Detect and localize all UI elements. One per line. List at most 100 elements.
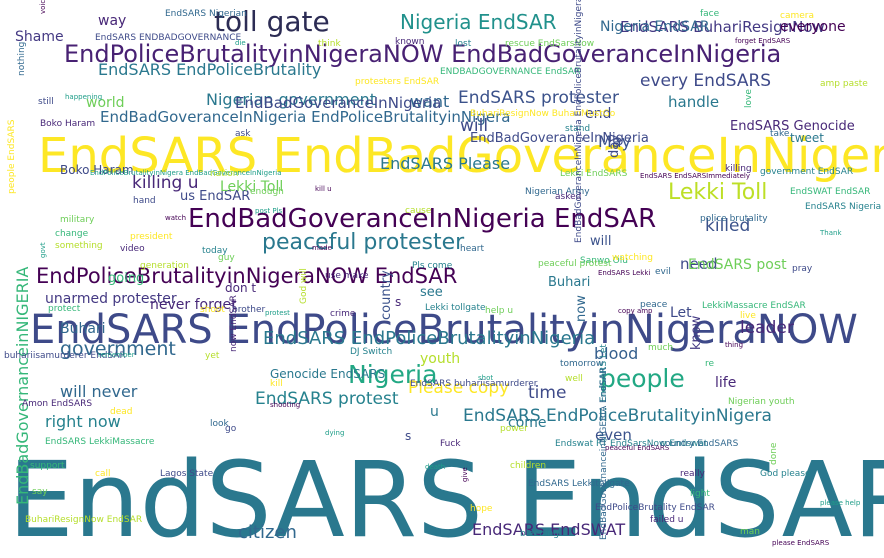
word: Nigeria EndSAR xyxy=(400,10,557,34)
small-word: shoot xyxy=(200,305,225,315)
word: going xyxy=(108,271,145,286)
small-word: peace xyxy=(640,300,668,310)
small-word: nothing xyxy=(17,41,27,76)
small-word: government EndSAR xyxy=(760,167,854,177)
small-word: much xyxy=(648,343,674,353)
small-word: still xyxy=(38,97,54,107)
small-word: LekkiMassacre EndSAR xyxy=(702,301,806,311)
small-word: failed u xyxy=(650,515,684,525)
small-word: made xyxy=(312,244,332,252)
small-word: remember xyxy=(98,351,135,359)
small-word: EndSARS ENDBADGOVERNANCE xyxy=(95,33,242,43)
word: Let xyxy=(670,305,692,321)
word: right now xyxy=(45,412,121,431)
small-word: something xyxy=(55,241,103,251)
word: EndSARS protest xyxy=(255,389,399,409)
small-word: please EndSARS xyxy=(772,539,830,547)
small-word: lost xyxy=(455,39,472,49)
small-word: EndBadGoveranceInNigeria EndPoliceBrutal… xyxy=(574,0,584,243)
word: don t xyxy=(225,281,257,295)
word: EndSARS BuhariResignNow xyxy=(620,18,825,36)
word: everyone xyxy=(780,19,846,35)
small-word: stand xyxy=(565,124,591,134)
small-word: ask xyxy=(235,129,251,139)
small-word: Amon EndSARS xyxy=(22,399,93,409)
small-word: heart xyxy=(460,244,484,254)
small-word: watching xyxy=(612,253,653,263)
small-word: govt xyxy=(39,242,47,258)
word: Nigerian government xyxy=(206,90,377,109)
word: EndSARS EndPoliceBrutality xyxy=(98,60,322,79)
word: Lekki Toll xyxy=(220,179,284,195)
small-word: take xyxy=(770,129,790,139)
word: EndBadGoveranceInNigeria xyxy=(235,94,442,112)
small-word: Lekki EndSARS xyxy=(560,169,628,179)
small-word: amp paste xyxy=(820,79,868,89)
word: EndBadGoveranceInNigeria EndPoliceBrutal… xyxy=(100,108,511,126)
small-word: hope xyxy=(470,504,493,514)
small-word: protesters EndSAR xyxy=(355,77,440,87)
small-word: EndSARS Lekkitollgate xyxy=(528,479,630,489)
small-word: support xyxy=(30,461,65,471)
small-word: known xyxy=(395,37,425,47)
word: peaceful protester xyxy=(262,230,465,255)
word: EndSARS EndSAR xyxy=(8,439,884,558)
small-word: happening xyxy=(65,93,103,101)
small-word: EndSARS Nigeria xyxy=(805,202,882,212)
small-word: shot xyxy=(478,374,494,382)
word: every EndSARS xyxy=(640,71,772,91)
small-word: post Pls xyxy=(255,207,283,215)
word: EndPoliceBrutalityinNigeraNOW EndBadGove… xyxy=(64,40,782,68)
small-word: live xyxy=(740,311,756,321)
small-word: people EndSARS xyxy=(7,119,17,194)
word: Buhari xyxy=(60,321,106,337)
word: Nigeria EndSAR xyxy=(600,19,710,35)
word: country xyxy=(379,270,394,320)
small-word: say xyxy=(32,487,48,497)
small-word: peaceful protest xyxy=(538,259,612,269)
small-word: voice xyxy=(39,0,47,14)
small-word: pray xyxy=(792,264,813,274)
word: leader xyxy=(740,318,794,338)
small-word: Lekki tollgate xyxy=(425,303,486,313)
small-word: call xyxy=(95,469,111,479)
small-word: DJ Switch xyxy=(350,347,393,357)
small-word: EndBadGovernanceinNIGERIA EndSAR xyxy=(599,367,609,540)
small-word: please help xyxy=(820,499,861,507)
small-word: look xyxy=(210,419,229,429)
small-word: bleeding xyxy=(520,529,559,539)
small-word: Lagos State xyxy=(160,469,214,479)
small-word: kill xyxy=(270,379,283,389)
small-word: watch xyxy=(165,214,187,222)
small-word: give xyxy=(461,467,469,482)
small-word: brother xyxy=(232,305,266,315)
word: now xyxy=(574,295,589,322)
word: toll gate xyxy=(214,5,330,38)
small-word: BuhariResignNow EndSAR xyxy=(25,515,143,525)
word: EndSARS post xyxy=(688,257,787,273)
small-word: EndSARS Lekki xyxy=(598,269,651,277)
word: unarmed protester xyxy=(45,291,177,307)
small-word: Endswat RT EndSarsNow Endswat xyxy=(555,439,708,449)
small-word: really xyxy=(680,469,705,479)
small-word: help u xyxy=(485,306,514,316)
small-word: done xyxy=(769,442,779,465)
small-word: video xyxy=(120,244,145,254)
word: Nigeria xyxy=(348,360,438,389)
small-word: kill u xyxy=(315,185,332,193)
small-word: asked xyxy=(555,192,582,202)
small-word: man xyxy=(740,527,760,537)
small-word: yet xyxy=(205,351,220,361)
small-word: EndSARS LekkiMassacre xyxy=(45,437,155,447)
small-word: EndSWAT EndSAR xyxy=(790,187,871,197)
small-word: buhariisamurderer EndSAR xyxy=(4,351,126,361)
small-word: Thank xyxy=(820,229,842,237)
word: EndBadGoveranceInNigeria EndSAR xyxy=(188,204,657,234)
word: EndSARS EndPoliceBrutalityinNigera xyxy=(463,406,772,426)
word: s xyxy=(395,295,402,309)
word: see xyxy=(420,285,443,300)
small-word: nation xyxy=(210,169,239,179)
word: life xyxy=(715,375,737,391)
small-word: enough xyxy=(250,187,284,197)
small-word: shooting xyxy=(270,401,301,409)
